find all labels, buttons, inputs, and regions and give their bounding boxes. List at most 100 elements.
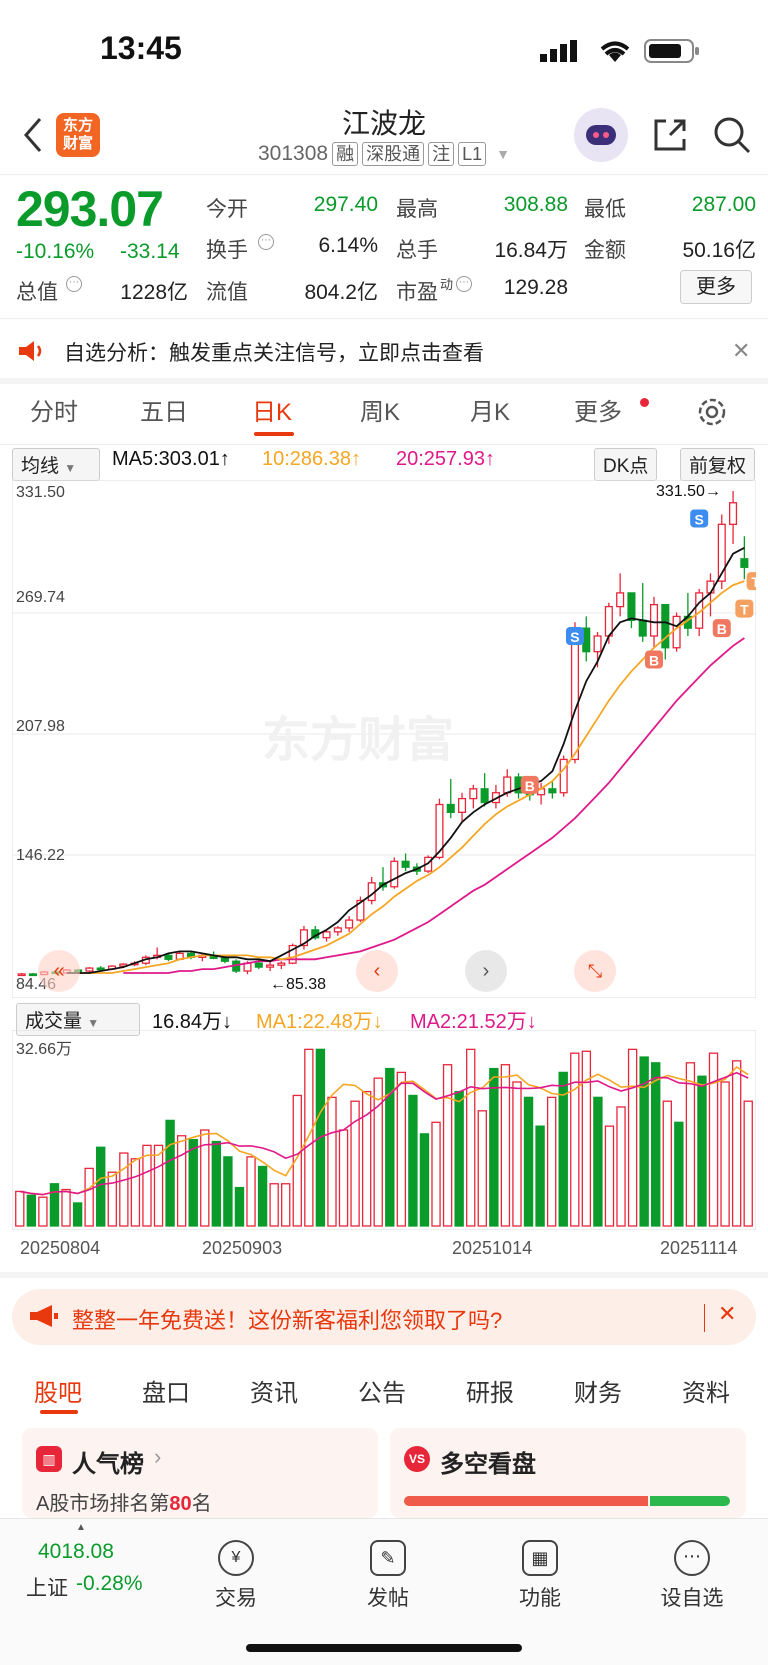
dropdown-caret-icon[interactable]: ▼ — [496, 146, 510, 162]
close-icon: ✕ — [718, 1301, 737, 1326]
signal-badge — [746, 572, 756, 591]
share-button[interactable] — [650, 115, 690, 160]
index-percent[interactable]: -0.28% — [76, 1572, 143, 1595]
amount-label: 金额 — [584, 239, 626, 262]
alert-text[interactable]: 自选分析：触发重点关注信号，立即点击查看 — [64, 342, 484, 365]
volume-value: 16.84万 — [494, 239, 568, 262]
chart-scroll-right-button[interactable]: › — [465, 950, 507, 992]
promo-banner[interactable] — [12, 1289, 756, 1345]
indicator-select[interactable]: 均线 ▼ — [12, 448, 100, 481]
candle-body — [469, 788, 478, 800]
nav-trade[interactable]: ¥ 交易 — [186, 1540, 286, 1612]
battery-icon — [644, 38, 702, 69]
tab-five-day[interactable]: 五日 — [140, 399, 188, 426]
popularity-card[interactable] — [22, 1428, 378, 1518]
fullscreen-button[interactable]: ⤡ — [574, 950, 616, 992]
volume-bar — [257, 1165, 268, 1227]
tab-monthly-k[interactable]: 月K — [470, 399, 511, 426]
rank-text: A股市场排名第80名 — [36, 1487, 212, 1516]
robot-icon — [586, 125, 616, 145]
tab-research[interactable]: 研报 — [466, 1380, 514, 1407]
volume-bar — [627, 1048, 638, 1227]
tab-intraday[interactable]: 分时 — [30, 399, 78, 426]
signal-label: T — [751, 574, 756, 590]
grid-icon: ▦ — [522, 1540, 558, 1576]
volume-bar — [466, 1048, 476, 1227]
more-quote-button[interactable]: 更多 — [680, 270, 752, 304]
info-icon[interactable]: ⋯ — [456, 276, 472, 292]
volume-chart[interactable] — [12, 1030, 756, 1230]
promo-text[interactable]: 整整一年免费送！这份新客福利您领取了吗? — [72, 1308, 503, 1333]
candle-body — [401, 860, 410, 868]
back-button[interactable] — [20, 115, 44, 160]
nav-post[interactable]: ✎ 发帖 — [338, 1540, 438, 1612]
expand-icon: ⤡ — [587, 961, 603, 981]
candle-body — [649, 604, 659, 637]
close-icon: ✕ — [732, 338, 751, 363]
double-chevron-left-icon: « — [53, 960, 65, 982]
volume-bar — [61, 1188, 71, 1227]
index-value[interactable]: 4018.08 — [38, 1540, 114, 1563]
info-icon[interactable]: ⋯ — [258, 234, 274, 250]
volume-bar — [304, 1048, 314, 1227]
dk-button[interactable]: DK点 — [594, 448, 658, 481]
nav-functions-label: 功能 — [519, 1587, 561, 1610]
home-indicator — [246, 1644, 522, 1652]
tab-news[interactable]: 资讯 — [250, 1380, 298, 1407]
volume-bar — [373, 1077, 383, 1227]
rank-number: 80 — [169, 1493, 192, 1515]
candle-body — [299, 929, 308, 947]
banner-close-button[interactable]: ✕ — [718, 1301, 736, 1327]
index-name[interactable]: 上证 — [26, 1577, 68, 1600]
signal-badge — [690, 509, 709, 528]
tab-weekly-k[interactable]: 周K — [360, 399, 401, 426]
volume-bar — [292, 1094, 302, 1227]
volume-bar — [731, 1060, 742, 1227]
nav-trade-label: 交易 — [215, 1587, 257, 1610]
high-mark: 331.50→ — [656, 483, 721, 500]
float-cap-value: 804.2亿 — [304, 281, 378, 304]
volume-bar — [662, 1100, 672, 1227]
volume-bar — [338, 1129, 349, 1227]
tab-more[interactable]: 更多 — [574, 399, 622, 426]
tab-order-book[interactable]: 盘口 — [142, 1380, 190, 1407]
chart-rewind-button[interactable]: « — [38, 950, 80, 992]
volume-bar — [408, 1094, 418, 1227]
robot-avatar[interactable] — [574, 108, 628, 162]
search-button[interactable] — [712, 115, 752, 160]
tab-announcements[interactable]: 公告 — [358, 1380, 406, 1407]
tab-daily-k[interactable]: 日K — [252, 399, 293, 426]
signal-label: S — [570, 629, 579, 645]
chart-scroll-left-button[interactable]: ‹ — [356, 950, 398, 992]
turnover-value: 6.14% — [318, 234, 378, 257]
candle-body — [458, 797, 467, 813]
tab-forum[interactable]: 股吧 — [34, 1380, 82, 1407]
date-label-2: 20250903 — [202, 1238, 283, 1258]
ma20-line — [123, 637, 745, 974]
candle-body — [604, 605, 613, 637]
nav-add-watchlist[interactable]: ⋯ 设自选 — [642, 1540, 742, 1612]
volume-bar — [38, 1196, 48, 1227]
active-tab-indicator — [254, 432, 294, 436]
alert-close-button[interactable]: ✕ — [732, 338, 750, 364]
chart-settings-button[interactable] — [696, 396, 728, 433]
signal-badge — [565, 627, 584, 646]
tab-finance[interactable]: 财务 — [574, 1380, 622, 1407]
signal-label: B — [525, 778, 535, 794]
info-icon[interactable]: ⋯ — [66, 276, 82, 292]
tab-profile[interactable]: 资料 — [682, 1380, 730, 1407]
kline-chart[interactable]: S B B B S TT — [12, 480, 756, 998]
ma5-line — [66, 547, 745, 974]
high-mark-value: 331.50 — [656, 483, 705, 500]
price-axis-label-4: 146.22 — [16, 847, 65, 864]
volume-bar — [639, 1056, 649, 1227]
signal-label: T — [740, 602, 749, 618]
bottom-tab-indicator — [40, 1410, 78, 1414]
adjust-button[interactable]: 前复权 — [680, 448, 756, 481]
turnover-label: 换手 — [206, 239, 248, 262]
nav-functions[interactable]: ▦ 功能 — [490, 1540, 590, 1612]
candle-body — [616, 592, 625, 608]
candle-body — [740, 558, 749, 568]
search-icon — [714, 117, 751, 154]
current-price: 293.07 — [16, 181, 164, 237]
